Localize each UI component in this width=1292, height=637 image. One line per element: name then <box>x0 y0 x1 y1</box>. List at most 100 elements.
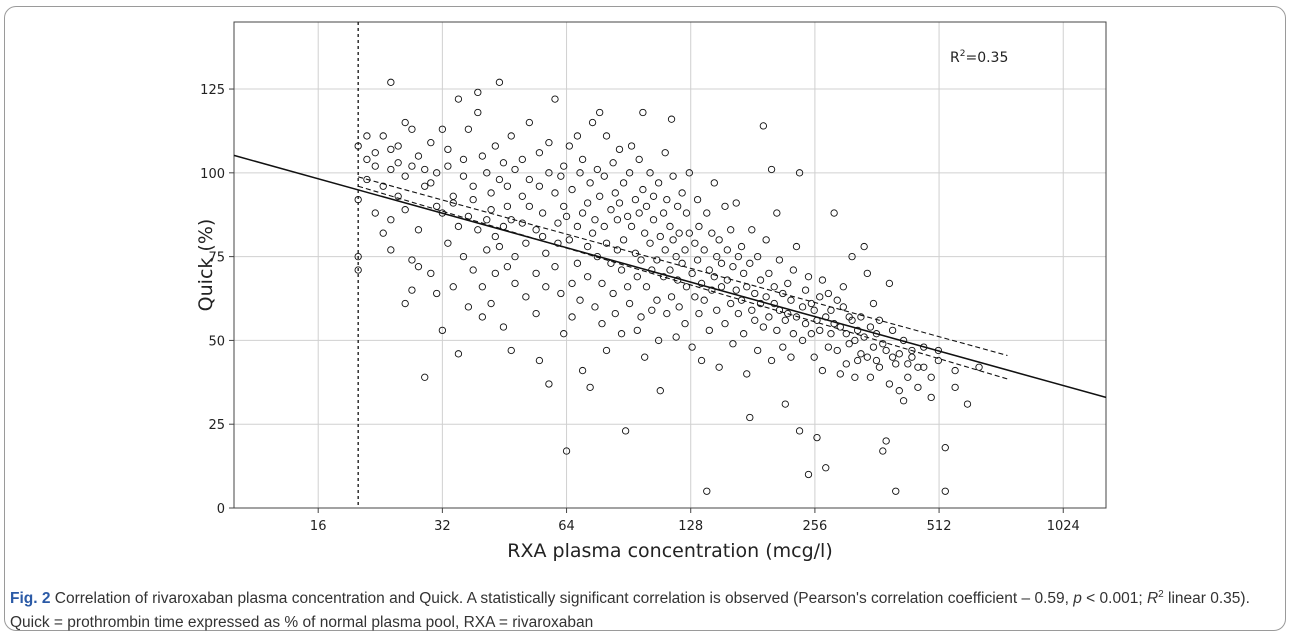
data-point <box>669 172 677 180</box>
data-point <box>693 256 702 264</box>
data-point <box>619 179 628 187</box>
data-point <box>387 145 395 154</box>
data-point <box>525 202 534 210</box>
data-point <box>401 118 409 127</box>
data-point <box>762 293 770 301</box>
data-point <box>565 236 573 244</box>
data-point <box>713 252 721 261</box>
data-point <box>773 209 781 217</box>
data-point <box>963 400 972 408</box>
data-point <box>464 212 473 221</box>
data-point <box>421 165 429 174</box>
data-point <box>542 249 550 257</box>
data-point <box>740 330 748 338</box>
data-point <box>478 283 486 291</box>
data-point <box>371 149 379 157</box>
data-point <box>839 283 847 291</box>
data-point <box>607 206 615 214</box>
data-point <box>801 286 810 294</box>
data-point <box>715 236 723 244</box>
data-point <box>675 229 683 237</box>
data-point <box>633 326 641 335</box>
data-point <box>421 182 429 190</box>
data-point <box>525 118 534 127</box>
data-point <box>538 232 547 241</box>
data-point <box>842 360 850 368</box>
data-point <box>787 296 795 304</box>
data-point <box>631 195 640 204</box>
data-point <box>751 289 759 298</box>
data-point <box>879 447 887 455</box>
data-point <box>444 162 452 170</box>
data-point <box>641 229 649 237</box>
data-point <box>631 249 640 257</box>
data-point <box>685 169 693 177</box>
data-point <box>617 330 626 338</box>
data-point <box>474 88 482 97</box>
data-point <box>895 387 903 395</box>
data-point <box>469 266 477 274</box>
data-point <box>705 326 713 335</box>
data-point <box>770 283 778 291</box>
data-point <box>586 179 594 187</box>
data-point <box>908 353 916 361</box>
data-point <box>438 326 447 335</box>
data-point <box>583 242 592 251</box>
data-point <box>854 356 862 365</box>
data-point <box>914 383 922 391</box>
data-point <box>637 256 645 264</box>
data-point <box>872 356 881 365</box>
data-point <box>449 283 457 291</box>
data-point <box>454 95 463 103</box>
data-point <box>649 192 658 200</box>
data-point <box>666 266 674 274</box>
confidence-lower-line <box>358 185 1008 380</box>
data-point <box>394 142 402 150</box>
data-point <box>857 313 865 321</box>
data-point <box>459 252 468 261</box>
data-point <box>830 209 838 217</box>
x-tick-label: 512 <box>927 519 952 534</box>
data-point <box>619 236 628 244</box>
data-point <box>661 149 669 157</box>
data-point <box>627 222 636 231</box>
x-tick-labels: 16 32 64 128 256 512 1024 <box>310 519 1080 534</box>
data-point <box>756 276 765 284</box>
data-point <box>691 239 699 247</box>
data-point <box>532 226 540 234</box>
r-squared-annotation: R2=0.35 <box>950 49 1008 66</box>
data-point <box>836 370 844 378</box>
data-point <box>869 299 878 308</box>
data-point <box>807 330 816 338</box>
data-point <box>408 286 416 294</box>
data-point <box>602 346 611 355</box>
data-point <box>654 179 663 187</box>
data-point <box>617 266 626 274</box>
data-point <box>872 330 881 338</box>
data-point <box>787 353 795 361</box>
data-point <box>464 303 473 311</box>
data-point <box>598 320 606 328</box>
data-point <box>688 343 696 351</box>
data-point <box>371 162 379 170</box>
data-point <box>408 125 416 133</box>
data-point <box>727 299 735 308</box>
data-point <box>822 464 830 472</box>
data-point <box>759 122 768 130</box>
data-point <box>681 320 689 328</box>
data-point <box>596 192 604 200</box>
data-point <box>387 246 395 254</box>
data-point <box>623 283 632 291</box>
data-point <box>623 212 632 221</box>
data-point <box>740 269 748 278</box>
data-point <box>813 433 821 442</box>
data-point <box>810 353 818 361</box>
data-point <box>695 309 703 318</box>
data-point <box>609 159 617 167</box>
data-point <box>535 356 544 365</box>
data-point <box>487 189 495 197</box>
data-point <box>737 242 746 251</box>
data-point <box>454 350 463 358</box>
data-point <box>842 330 850 338</box>
x-tick-label: 256 <box>802 519 827 534</box>
